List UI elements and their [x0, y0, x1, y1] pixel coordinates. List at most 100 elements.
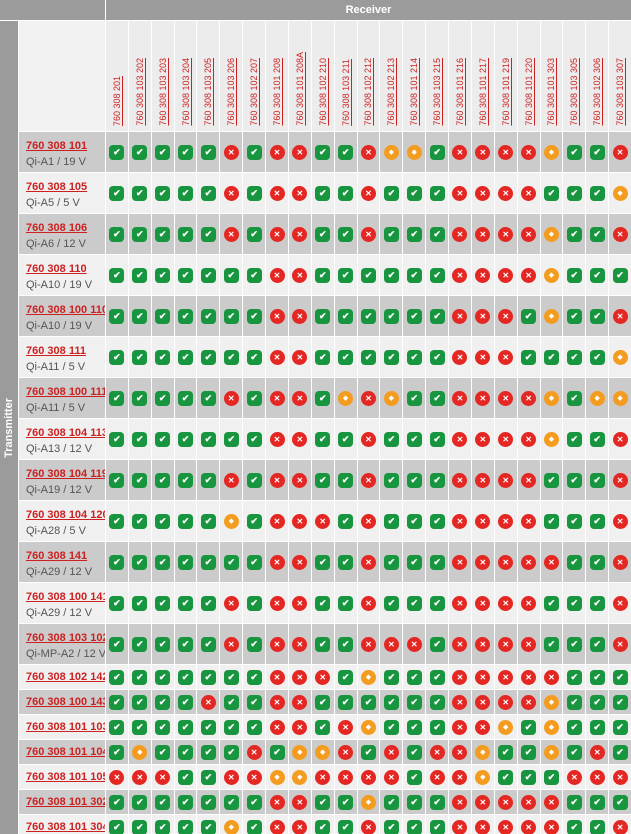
receiver-column-link[interactable]: 760 308 101 216: [454, 58, 465, 126]
transmitter-row-link[interactable]: 760 308 101: [26, 140, 88, 152]
receiver-column-link[interactable]: 760 308 103 202: [134, 58, 145, 126]
receiver-column-link[interactable]: 760 308 103 203: [157, 58, 168, 126]
receiver-column-link[interactable]: 760 308 103 211: [340, 59, 351, 126]
status-limited-icon: ◆: [543, 226, 559, 242]
receiver-column-link[interactable]: 760 308 101 217: [477, 58, 488, 126]
status-compatible-icon: ✔: [223, 794, 239, 810]
transmitter-row-link[interactable]: 760 308 104 119: [26, 468, 105, 480]
transmitter-row-link[interactable]: 760 308 102 142: [26, 671, 105, 683]
transmitter-row-link[interactable]: 760 308 106: [26, 222, 88, 234]
receiver-column-link[interactable]: 760 308 102 213: [386, 58, 397, 126]
compatibility-cell: ✔: [197, 790, 220, 814]
transmitter-row-link[interactable]: 760 308 100 111: [26, 386, 105, 398]
compatibility-cell: ✔: [106, 790, 128, 814]
transmitter-row-link[interactable]: 760 308 101 304: [26, 821, 105, 833]
status-incompatible-icon: ✕: [269, 513, 285, 529]
status-incompatible-icon: ✕: [360, 819, 376, 834]
receiver-column-link[interactable]: 760 308 101 214: [409, 58, 420, 126]
receiver-column-link[interactable]: 760 308 103 215: [432, 58, 443, 126]
compatibility-cell: ✕: [449, 790, 471, 814]
compatibility-cell: ✔: [563, 214, 586, 254]
status-compatible-icon: ✔: [155, 185, 171, 201]
transmitter-row-link[interactable]: 760 308 100 110: [26, 304, 105, 316]
transmitter-row-header: 760 308 100 143: [19, 690, 105, 714]
status-compatible-icon: ✔: [109, 267, 125, 283]
transmitter-row-link[interactable]: 760 308 103 102: [26, 632, 105, 644]
compatibility-cell: ✔: [380, 460, 403, 500]
compatibility-cell: ✔: [334, 583, 357, 623]
compatibility-cell: ✔: [174, 214, 197, 254]
receiver-column-link[interactable]: 760 308 102 210: [317, 58, 328, 126]
status-incompatible-icon: ✕: [452, 669, 468, 685]
receiver-column-link[interactable]: 760 308 101 219: [500, 58, 511, 126]
receiver-column-link[interactable]: 760 308 102 212: [363, 58, 374, 126]
status-incompatible-icon: ✕: [269, 185, 285, 201]
compatibility-cell: ✕: [357, 815, 380, 834]
receiver-column-header: 760 308 102 210: [311, 21, 334, 131]
status-incompatible-icon: ✕: [292, 185, 308, 201]
compatibility-cell: ✔: [174, 790, 197, 814]
transmitter-row-link[interactable]: 760 308 141: [26, 550, 88, 562]
receiver-column-link[interactable]: 760 308 103 305: [569, 58, 580, 126]
compatibility-cell: ✔: [380, 214, 403, 254]
status-compatible-icon: ✔: [383, 595, 399, 611]
transmitter-row-link[interactable]: 760 308 104 120: [26, 509, 105, 521]
status-compatible-icon: ✔: [109, 226, 125, 242]
compatibility-cell: ◆: [540, 715, 563, 739]
compatibility-cell: ✔: [151, 715, 174, 739]
status-compatible-icon: ✔: [178, 769, 194, 785]
status-incompatible-icon: ✕: [475, 308, 491, 324]
transmitter-row-header: 760 308 100 110 Qi-A10 / 19 V: [19, 296, 105, 336]
status-incompatible-icon: ✕: [292, 513, 308, 529]
transmitter-row-link[interactable]: 760 308 111: [26, 345, 86, 357]
transmitter-row-link[interactable]: 760 308 100 143: [26, 696, 105, 708]
compatibility-cell: ✕: [288, 815, 311, 834]
transmitter-row-link[interactable]: 760 308 101 103: [26, 721, 105, 733]
receiver-column-link[interactable]: 760 308 101 303: [546, 58, 557, 126]
receiver-column-link[interactable]: 760 308 102 306: [592, 58, 603, 126]
status-compatible-icon: ✔: [612, 719, 628, 735]
status-compatible-icon: ✔: [132, 595, 148, 611]
compatibility-cell: ✕: [288, 460, 311, 500]
compatibility-cell: ✕: [517, 624, 540, 664]
receiver-column-header: 760 308 101 208A: [288, 21, 311, 131]
status-incompatible-icon: ✕: [360, 144, 376, 160]
status-compatible-icon: ✔: [612, 744, 628, 760]
status-limited-icon: ◆: [269, 769, 285, 785]
compatibility-cell: ✔: [174, 583, 197, 623]
compatibility-cell: ✕: [449, 337, 471, 377]
transmitter-row-link[interactable]: 760 308 104 113: [26, 427, 105, 439]
receiver-column-link[interactable]: 760 308 101 208A: [294, 52, 305, 126]
transmitter-row-link[interactable]: 760 308 110: [26, 263, 87, 275]
compatibility-cell: ✔: [540, 460, 563, 500]
status-incompatible-icon: ✕: [475, 595, 491, 611]
receiver-column-link[interactable]: 760 308 103 205: [203, 58, 214, 126]
receiver-column-link[interactable]: 760 308 103 204: [180, 58, 191, 126]
status-compatible-icon: ✔: [566, 719, 582, 735]
transmitter-row-link[interactable]: 760 308 101 105: [26, 771, 105, 783]
compatibility-cell: ✕: [357, 624, 380, 664]
compatibility-cell: ✔: [426, 665, 449, 689]
status-compatible-icon: ✔: [178, 390, 194, 406]
status-incompatible-icon: ✕: [452, 513, 468, 529]
status-incompatible-icon: ✕: [292, 144, 308, 160]
compatibility-cell: ✔: [151, 624, 174, 664]
compatibility-cell: ◆: [494, 715, 517, 739]
status-incompatible-icon: ✕: [475, 431, 491, 447]
receiver-column-link[interactable]: 760 308 103 307: [615, 58, 626, 126]
compatibility-cell: ✕: [471, 790, 494, 814]
status-compatible-icon: ✔: [612, 267, 628, 283]
compatibility-cell: ✔: [609, 690, 631, 714]
status-compatible-icon: ✔: [338, 144, 354, 160]
receiver-column-link[interactable]: 760 308 102 207: [249, 58, 260, 126]
transmitter-row-link[interactable]: 760 308 101 302: [26, 796, 105, 808]
transmitter-row-link[interactable]: 760 308 101 104: [26, 746, 105, 758]
status-compatible-icon: ✔: [109, 472, 125, 488]
receiver-column-link[interactable]: 760 308 101 220: [523, 58, 534, 126]
transmitter-row-link[interactable]: 760 308 100 141: [26, 591, 105, 603]
transmitter-row-link[interactable]: 760 308 105: [26, 181, 88, 193]
receiver-column-link[interactable]: 760 308 101 208: [272, 58, 283, 126]
compatibility-cell: ◆: [334, 378, 357, 418]
receiver-column-link[interactable]: 760 308 103 206: [226, 58, 237, 126]
receiver-column-link[interactable]: 760 308 201: [111, 75, 122, 126]
